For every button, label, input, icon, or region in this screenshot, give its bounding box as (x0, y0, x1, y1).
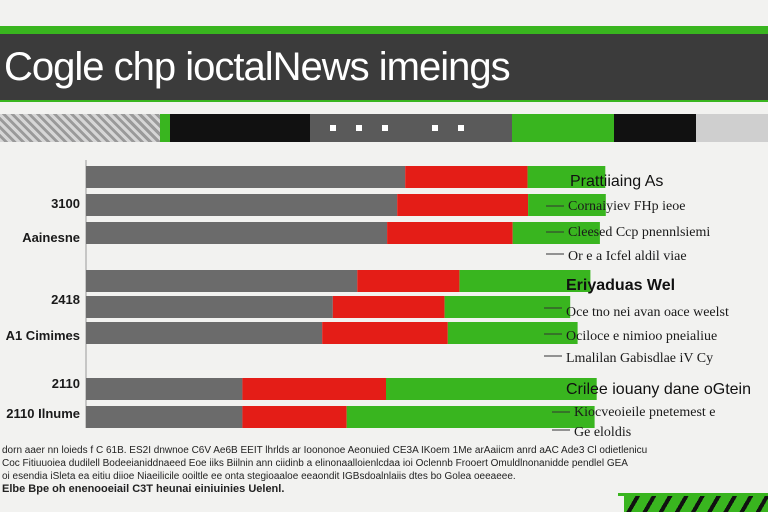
y-tick-label: 2110 Ilnume (6, 406, 80, 421)
footnote-line: oi esendia iSleta ea eitiu diioe Niaeili… (2, 471, 516, 482)
y-label-group: 3100 Aainesne 2418 A1 Cimimes 2110 2110 Ilnum… (6, 196, 80, 421)
group-label: Crilee iouany dane oGtein (566, 381, 751, 398)
group-label: Eriyaduas Wel (566, 277, 675, 294)
bar-segment-green (528, 194, 606, 216)
strip-dot (330, 125, 336, 131)
bar-segment-gray (86, 166, 406, 188)
bar-segment-gray (86, 406, 243, 428)
bar-segment-green (447, 322, 578, 344)
annotation-label: Ge eloldis (574, 425, 631, 440)
annotation-label: Oce tno nei avan oace weelst (566, 305, 729, 320)
bar-segment-red (242, 406, 347, 428)
footnote-line: Coc Fitiuuoiea dudilell Bodeeianiddnaeed… (2, 458, 628, 469)
strip-hatch-segment (0, 114, 162, 142)
annotation-label: Lmalilan Gabisdlae iV Cy (566, 351, 713, 366)
bar-segment-green (444, 296, 571, 318)
strip-black-segment (170, 114, 310, 142)
annotation-group: Cornaiyiev FHp ieoe Cleesed Ccp pnennlsie… (544, 199, 729, 440)
y-tick-label: 2110 (52, 376, 80, 391)
bar-segment-green (512, 222, 600, 244)
strip-dot (432, 125, 438, 131)
strip-green-segment-2 (512, 114, 614, 142)
group-label-group: Prattiiaing As Eriyaduas Wel Crilee iouany… (566, 173, 751, 398)
bar-segment-red (387, 222, 513, 244)
annotation-label: Ociloce e nimioo pneialiue (566, 329, 717, 344)
annotation-label: Cornaiyiev FHp ieoe (568, 199, 685, 214)
footnotes: dorn aaer nn loieds f C 61B. ES2I dnwnoe… (2, 444, 766, 496)
page-title: Cogle chp ioctalNews imeings (4, 45, 511, 89)
bar-segment-gray (86, 322, 323, 344)
footnote-line: dorn aaer nn loieds f C 61B. ES2I dnwnoe… (2, 445, 648, 456)
bar-segment-gray (86, 296, 333, 318)
bar-segment-gray (86, 194, 398, 216)
strip-light-segment (696, 114, 768, 142)
bar-segment-gray (86, 378, 243, 400)
bar-segment-red (242, 378, 386, 400)
bottom-accent-bar (624, 496, 768, 512)
y-tick-label: A1 Cimimes (6, 328, 80, 343)
strip-dot (458, 125, 464, 131)
bar-group (86, 166, 606, 428)
bar-segment-green (527, 166, 606, 188)
group-label: Prattiiaing As (570, 173, 663, 190)
bottom-accent-line (618, 493, 768, 496)
bar-segment-red (397, 194, 529, 216)
bar-segment-red (332, 296, 445, 318)
stacked-bar-chart: 3100 Aainesne 2418 A1 Cimimes 2110 2110 Ilnum… (6, 160, 751, 440)
y-tick-label: Aainesne (22, 230, 80, 245)
header-bar: Cogle chp ioctalNews imeings (0, 34, 768, 102)
bar-segment-green (386, 378, 597, 400)
bar-segment-green (346, 406, 595, 428)
bar-segment-gray (86, 222, 388, 244)
strip-gray-segment (310, 114, 512, 142)
top-accent-bar (0, 26, 768, 34)
bar-segment-red (405, 166, 528, 188)
annotation-label: Or e a Icfel aldil viae (568, 249, 687, 264)
bar-segment-green (459, 270, 591, 292)
footnote-line: Elbe Bpe oh enenooeiail C3T heunai einiu… (2, 483, 285, 495)
strip-dot (356, 125, 362, 131)
y-tick-label: 2418 (51, 292, 80, 307)
strip-black-segment-2 (614, 114, 696, 142)
y-tick-label: 3100 (51, 196, 80, 211)
strip-dot (382, 125, 388, 131)
bar-segment-red (322, 322, 448, 344)
annotation-label: Kiocveoieile pnetemest e (574, 405, 716, 420)
strip-green-segment (160, 114, 170, 142)
bar-segment-red (357, 270, 460, 292)
annotation-label: Cleesed Ccp pnennlsiemi (568, 225, 710, 240)
bar-segment-gray (86, 270, 358, 292)
